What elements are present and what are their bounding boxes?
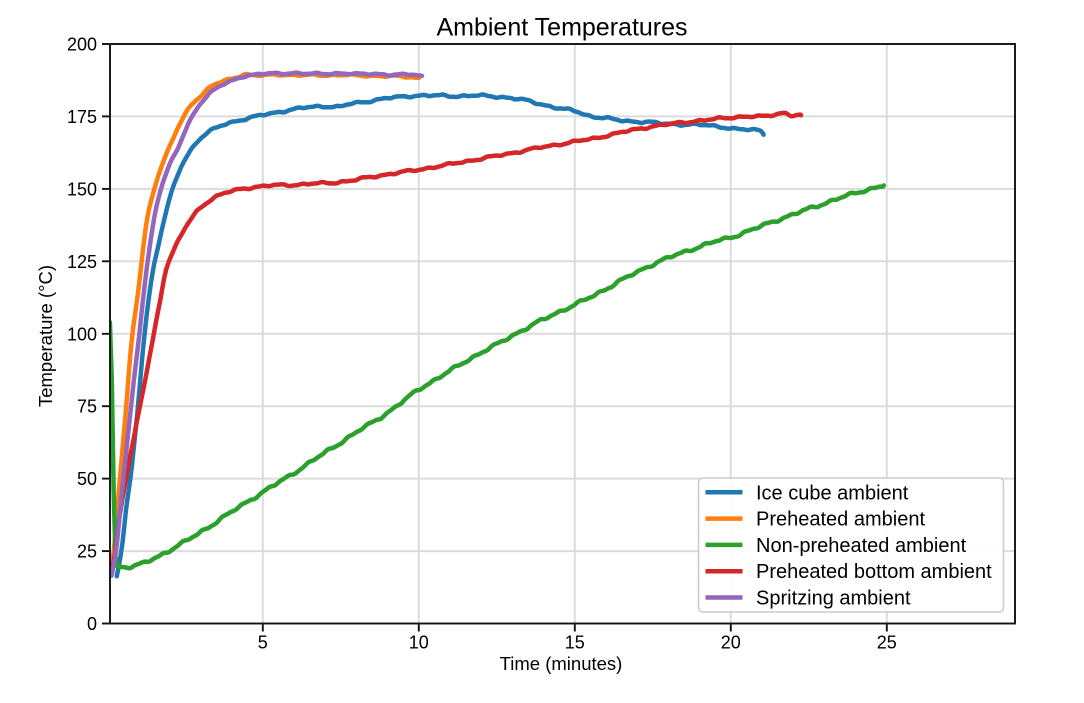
svg-text:Ice cube ambient: Ice cube ambient [756, 482, 909, 504]
svg-text:20: 20 [721, 633, 741, 653]
svg-text:50: 50 [77, 469, 97, 489]
svg-text:Ambient Temperatures: Ambient Temperatures [436, 14, 687, 42]
svg-text:75: 75 [77, 397, 97, 417]
svg-text:Time (minutes): Time (minutes) [500, 653, 623, 674]
svg-text:175: 175 [67, 107, 97, 127]
svg-text:5: 5 [258, 633, 268, 653]
svg-text:Preheated ambient: Preheated ambient [756, 509, 925, 531]
svg-text:0: 0 [87, 614, 97, 634]
svg-text:25: 25 [877, 633, 897, 653]
svg-text:Non-preheated ambient: Non-preheated ambient [756, 535, 967, 557]
svg-text:Temperature (°C): Temperature (°C) [35, 265, 56, 407]
svg-text:10: 10 [409, 633, 429, 653]
svg-text:25: 25 [77, 542, 97, 562]
svg-text:Preheated bottom ambient: Preheated bottom ambient [756, 561, 992, 583]
svg-text:150: 150 [67, 179, 97, 199]
svg-text:125: 125 [67, 252, 97, 272]
svg-text:200: 200 [67, 35, 97, 55]
svg-text:100: 100 [67, 324, 97, 344]
svg-text:15: 15 [565, 633, 585, 653]
svg-text:Spritzing ambient: Spritzing ambient [756, 588, 911, 610]
